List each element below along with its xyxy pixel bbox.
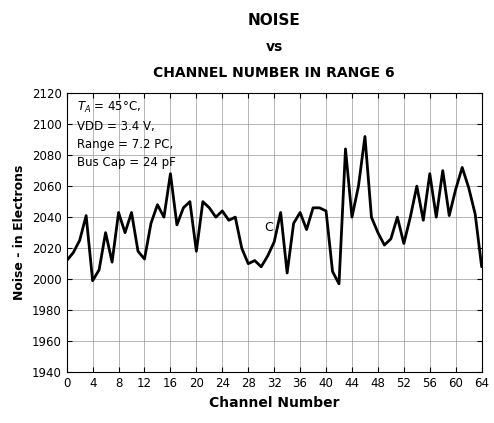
Text: $T_A$ = 45°C,
VDD = 3.4 V,
Range = 7.2 PC,
Bus Cap = 24 pF: $T_A$ = 45°C, VDD = 3.4 V, Range = 7.2 P… — [77, 100, 176, 169]
X-axis label: Channel Number: Channel Number — [209, 396, 339, 409]
Text: vs: vs — [266, 40, 283, 54]
Text: CHANNEL NUMBER IN RANGE 6: CHANNEL NUMBER IN RANGE 6 — [153, 66, 395, 80]
Y-axis label: Noise - in Electrons: Noise - in Electrons — [13, 165, 26, 300]
Text: C: C — [264, 222, 273, 234]
Text: NOISE: NOISE — [248, 13, 300, 27]
